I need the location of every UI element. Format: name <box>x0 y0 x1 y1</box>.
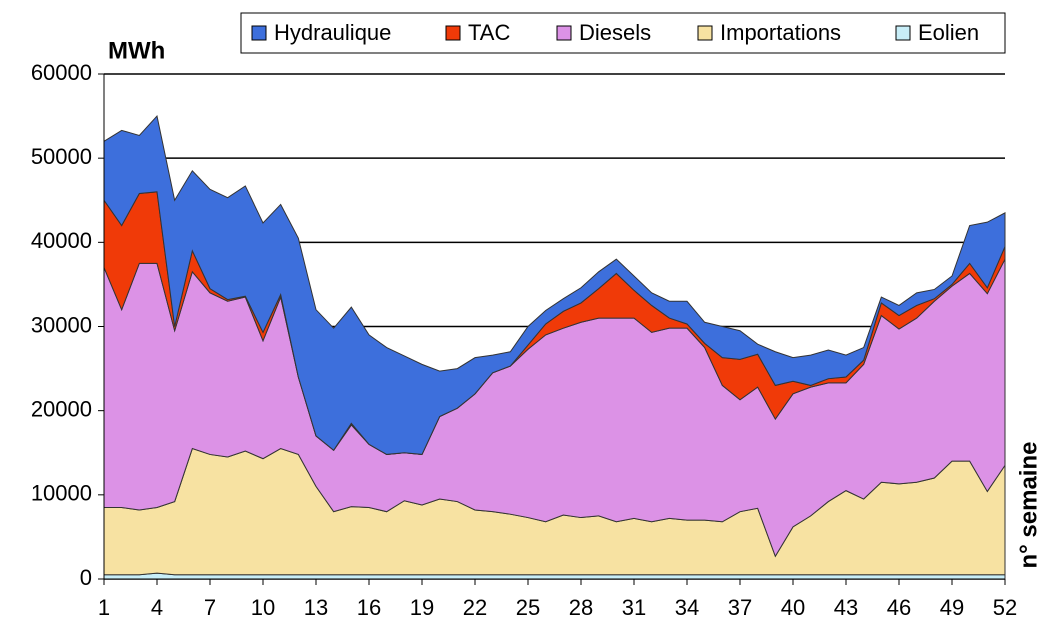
legend-label: Importations <box>720 20 841 45</box>
legend-label: Diesels <box>579 20 651 45</box>
y-tick-label: 40000 <box>31 228 92 253</box>
legend-swatch <box>895 25 911 41</box>
y-tick-label: 20000 <box>31 396 92 421</box>
y-axis-label: MWh <box>108 37 165 64</box>
x-tick-label: 43 <box>834 595 858 620</box>
x-tick-label: 34 <box>675 595 699 620</box>
y-tick-label: 50000 <box>31 144 92 169</box>
legend-box <box>240 12 1006 54</box>
legend-label: Hydraulique <box>274 20 391 45</box>
legend-label: Eolien <box>918 20 979 45</box>
legend-label: TAC <box>468 20 510 45</box>
x-tick-label: 19 <box>410 595 434 620</box>
y-tick-label: 0 <box>80 565 92 590</box>
x-tick-label: 46 <box>887 595 911 620</box>
x-tick-label: 1 <box>98 595 110 620</box>
x-tick-label: 25 <box>516 595 540 620</box>
y-tick-label: 60000 <box>31 60 92 85</box>
x-tick-label: 4 <box>151 595 163 620</box>
x-tick-label: 49 <box>940 595 964 620</box>
y-tick-label: 10000 <box>31 481 92 506</box>
legend-swatch <box>556 25 572 41</box>
x-tick-label: 16 <box>357 595 381 620</box>
x-tick-label: 22 <box>463 595 487 620</box>
x-tick-label: 37 <box>728 595 752 620</box>
x-tick-label: 40 <box>781 595 805 620</box>
x-tick-label: 7 <box>204 595 216 620</box>
x-tick-label: 13 <box>304 595 328 620</box>
x-tick-label: 28 <box>569 595 593 620</box>
legend-swatch <box>697 25 713 41</box>
legend-swatch <box>251 25 267 41</box>
x-tick-label: 52 <box>993 595 1017 620</box>
area <box>103 115 1006 455</box>
x-axis-label: n° semaine <box>1015 442 1042 569</box>
y-tick-label: 30000 <box>31 312 92 337</box>
x-tick-label: 31 <box>622 595 646 620</box>
x-tick-label: 10 <box>251 595 275 620</box>
legend-swatch <box>445 25 461 41</box>
